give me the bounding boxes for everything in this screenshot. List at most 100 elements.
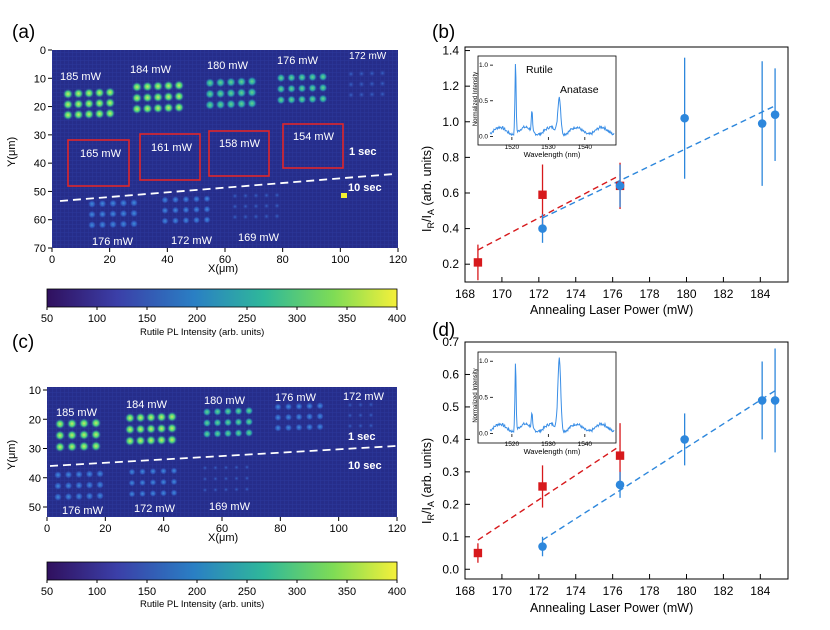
pl-spot <box>276 84 286 94</box>
x-tick-label: 60 <box>216 523 228 535</box>
colorbar-tick-label: 100 <box>88 313 106 325</box>
map-a-bottom-label: 172 mW <box>171 235 213 247</box>
pl-spot <box>358 70 365 78</box>
pl-spot <box>236 88 247 98</box>
x-tick-label: 0 <box>49 254 55 266</box>
pl-spot <box>263 192 270 199</box>
pl-spot <box>253 213 259 220</box>
pl-spot <box>128 468 136 476</box>
y-tick-label: 20 <box>34 102 46 114</box>
panel-label-d: (d) <box>432 320 455 341</box>
data-point-red <box>615 451 625 460</box>
data-point-blue <box>615 181 625 191</box>
pl-spot <box>308 72 317 82</box>
map-a-top-label: 172 mW <box>349 51 387 62</box>
pl-spot <box>156 434 167 446</box>
map-c-axes: 0 20 40 60 80 100 120 10 20 30 40 50 <box>29 385 406 535</box>
pl-spot <box>94 108 105 120</box>
pl-spot <box>104 97 116 109</box>
pl-spot <box>316 423 324 431</box>
pl-spot <box>212 476 219 482</box>
pl-spot <box>85 470 94 478</box>
pl-spot <box>163 91 174 103</box>
pl-spot <box>244 428 254 437</box>
pl-spot <box>64 470 73 479</box>
x-tick-label: 60 <box>219 254 231 266</box>
pl-spot <box>223 465 229 471</box>
pl-spot <box>232 193 238 199</box>
colorbar-c-label: Rutile PL Intensity (arb. units) <box>140 599 264 610</box>
data-point-blue <box>680 435 689 444</box>
y-tick-label: 50 <box>34 186 46 198</box>
plot-b-xlabel: Annealing Laser Power (mW) <box>530 303 693 317</box>
pl-spot <box>284 424 293 432</box>
x-tick-label: 182 <box>713 584 733 598</box>
panel-label-c: (c) <box>12 332 34 353</box>
inset-b-content: 1520 1530 1540 0.0 0.5 1.0 Wavelength (nm) Norm… <box>473 62 615 159</box>
pl-spot <box>109 220 117 229</box>
pl-spot <box>83 98 95 109</box>
pl-spot <box>109 199 117 208</box>
pl-spot <box>139 468 146 476</box>
panel-label-b: (b) <box>432 22 455 43</box>
y-tick-label: 0.1 <box>442 530 459 544</box>
map-c-spots <box>54 401 374 501</box>
x-tick-label: 20 <box>99 523 111 535</box>
map-a-box-label: 161 mW <box>151 142 193 154</box>
pl-spot <box>368 401 374 408</box>
x-tick-label: 176 <box>603 584 623 598</box>
pl-spot <box>318 72 328 82</box>
pl-spot <box>66 418 78 429</box>
pl-spot <box>379 80 386 87</box>
pl-spot <box>85 481 94 489</box>
pl-spot <box>297 73 307 82</box>
map-c-xlabel: X(μm) <box>208 532 238 544</box>
pl-spot <box>160 467 167 475</box>
panel-a: (a) 185 mW 184 mW 180 mW 176 mW 172 mW 1… <box>6 22 407 338</box>
pl-spot <box>54 430 66 441</box>
map-c-divider <box>49 445 397 467</box>
colorbar-tick-label: 200 <box>188 586 206 598</box>
pl-spot <box>182 216 190 224</box>
x-tick-label: 182 <box>713 287 733 301</box>
map-c-ylabel: Y(μm) <box>6 440 18 470</box>
pl-spot <box>94 87 105 99</box>
y-tick-label: 0.7 <box>442 335 459 349</box>
map-c-time-bottom: 10 sec <box>348 460 382 472</box>
pl-spot <box>202 418 212 428</box>
pl-spot <box>163 102 174 114</box>
pl-spot <box>233 464 240 470</box>
map-c-time-top: 1 sec <box>348 431 376 443</box>
colorbar-tick-label: 250 <box>238 313 256 325</box>
pl-spot <box>297 95 307 104</box>
colorbar-a <box>46 288 398 308</box>
pl-spot <box>297 84 307 93</box>
map-c-bottom-label: 172 mW <box>134 503 176 515</box>
pl-spot <box>109 210 117 218</box>
pl-spot <box>232 203 238 210</box>
pl-spot <box>347 423 353 429</box>
panel-c: (c) 185 mW 184 mW 180 mW 176 mW 172 mW 1… <box>6 332 406 610</box>
pl-spot <box>130 220 138 228</box>
pl-spot <box>166 434 178 445</box>
pl-spot <box>202 429 212 439</box>
pl-spot <box>90 429 102 440</box>
x-tick-label: 174 <box>566 287 586 301</box>
panel-label-a: (a) <box>12 22 35 43</box>
colorbar-c-ticks: 50 100 150 200 250 300 350 400 <box>41 580 406 598</box>
colorbar-tick-label: 300 <box>288 313 306 325</box>
pl-spot <box>316 412 324 420</box>
map-a-axes: 0 20 40 60 80 100 120 0 10 20 30 40 50 60 70 <box>34 45 407 266</box>
pl-spot <box>130 199 138 207</box>
pl-spot <box>96 481 104 489</box>
pl-spot <box>274 413 282 422</box>
pl-spot <box>203 205 211 213</box>
pl-spot <box>233 475 240 481</box>
y-tick-label: 30 <box>34 130 46 142</box>
x-tick-label: 120 <box>389 254 407 266</box>
inset-ylabel: Normalized Intensity <box>473 72 479 126</box>
x-tick-label: 180 <box>676 584 696 598</box>
data-point-blue <box>538 542 547 551</box>
pl-spot <box>64 492 73 501</box>
pl-spot <box>305 413 314 421</box>
